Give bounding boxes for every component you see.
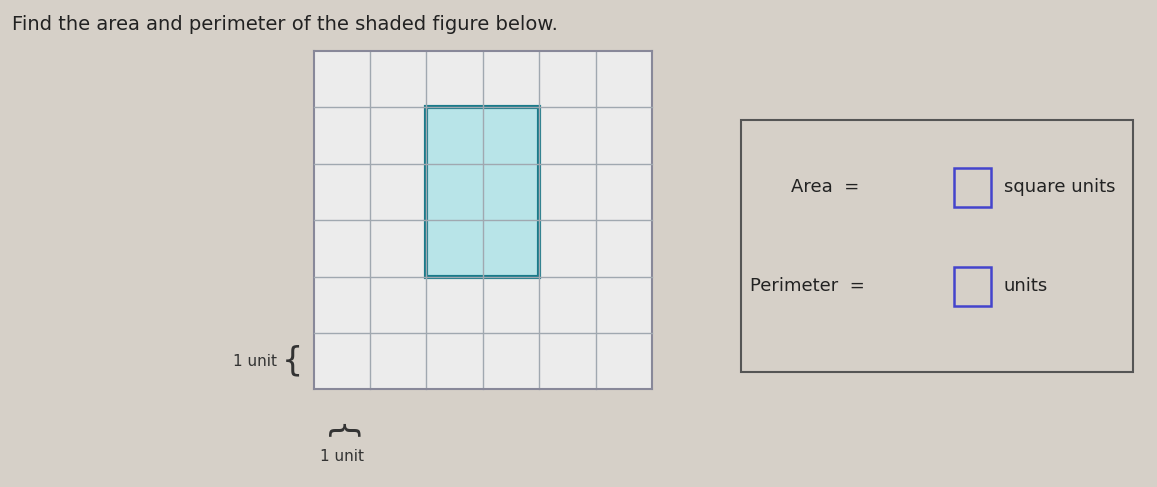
Bar	[370, 277, 427, 333]
Bar	[539, 220, 596, 277]
Text: Find the area and perimeter of the shaded figure below.: Find the area and perimeter of the shade…	[12, 15, 558, 34]
Bar	[482, 108, 539, 164]
Bar	[482, 51, 539, 108]
Bar	[482, 333, 539, 389]
Bar	[427, 108, 482, 164]
Bar	[953, 168, 992, 207]
Text: Perimeter  =: Perimeter =	[750, 277, 864, 295]
Bar	[539, 108, 596, 164]
Bar	[427, 277, 482, 333]
Bar	[539, 51, 596, 108]
Bar	[314, 220, 370, 277]
Bar	[596, 333, 653, 389]
Bar	[314, 51, 370, 108]
Bar	[539, 164, 596, 220]
Bar	[539, 333, 596, 389]
Bar	[427, 220, 482, 277]
Bar	[596, 51, 653, 108]
Bar	[539, 277, 596, 333]
Bar	[482, 220, 539, 277]
Bar	[314, 277, 370, 333]
Bar	[596, 108, 653, 164]
Bar	[953, 267, 992, 306]
Bar	[314, 164, 370, 220]
Bar	[314, 108, 370, 164]
Bar	[596, 220, 653, 277]
Text: 1 unit: 1 unit	[319, 449, 363, 464]
Bar	[482, 277, 539, 333]
Bar	[314, 333, 370, 389]
Text: units: units	[1004, 277, 1048, 295]
Bar	[596, 277, 653, 333]
Bar	[370, 220, 427, 277]
Text: Area  =: Area =	[791, 178, 860, 196]
Bar	[370, 164, 427, 220]
Bar	[427, 333, 482, 389]
Bar	[427, 164, 482, 220]
Bar	[370, 333, 427, 389]
Bar	[596, 164, 653, 220]
Bar	[427, 108, 539, 277]
Text: }: }	[325, 415, 359, 436]
Bar	[427, 51, 482, 108]
Bar	[370, 108, 427, 164]
Text: {: {	[282, 345, 303, 377]
Text: 1 unit: 1 unit	[233, 354, 277, 369]
Text: square units: square units	[1004, 178, 1115, 196]
Bar	[482, 164, 539, 220]
Bar	[370, 51, 427, 108]
